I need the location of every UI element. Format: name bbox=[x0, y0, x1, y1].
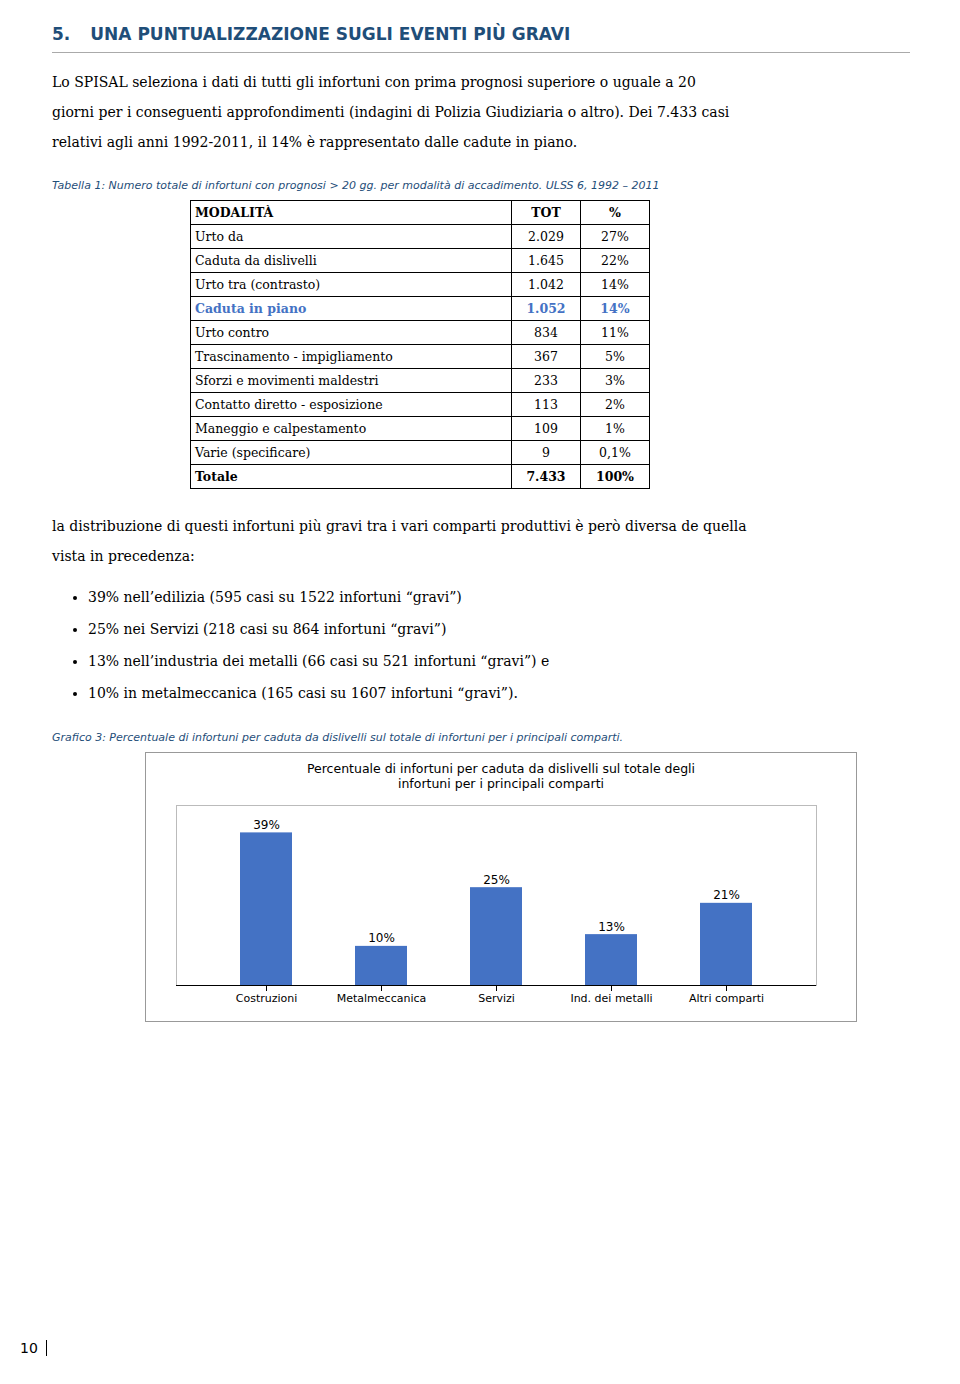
html-text:233: 233 bbox=[534, 373, 558, 388]
html-text:1%: 1% bbox=[605, 421, 625, 436]
html-text:1.052: 1.052 bbox=[526, 301, 566, 316]
html-text:1.042: 1.042 bbox=[528, 277, 564, 292]
html-text:5%: 5% bbox=[605, 349, 625, 364]
svg-text:Altri comparti: Altri comparti bbox=[689, 992, 764, 1005]
html-text:Lo SPISAL seleziona i dati di: Lo SPISAL seleziona i dati di tutti gli … bbox=[52, 74, 696, 90]
html-text:0,1%: 0,1% bbox=[599, 445, 631, 460]
html-text:Percentuale di infortuni per c: Percentuale di infortuni per caduta da d… bbox=[306, 761, 696, 791]
html-text:MODALITÀ: MODALITÀ bbox=[195, 205, 274, 220]
svg-text:39%: 39% bbox=[253, 818, 280, 832]
svg-text:Ind. dei metalli: Ind. dei metalli bbox=[570, 992, 652, 1005]
html-text:39% nell’edilizia (595 casi su: 39% nell’edilizia (595 casi su 1522 info… bbox=[88, 589, 462, 605]
html-text:27%: 27% bbox=[601, 229, 629, 244]
html-text:Maneggio e calpestamento: Maneggio e calpestamento bbox=[195, 421, 367, 436]
html-text:Contatto diretto - esposizione: Contatto diretto - esposizione bbox=[195, 397, 383, 412]
html-text:Sforzi e movimenti maldestri: Sforzi e movimenti maldestri bbox=[195, 373, 379, 388]
html-text:2%: 2% bbox=[605, 397, 625, 412]
html-text:relativi agli anni 1992-2011,: relativi agli anni 1992-2011, il 14% è r… bbox=[52, 134, 578, 150]
html-text:2.029: 2.029 bbox=[528, 229, 564, 244]
html-text:11%: 11% bbox=[601, 325, 629, 340]
html-text:9: 9 bbox=[542, 445, 550, 460]
html-text:367: 367 bbox=[534, 349, 558, 364]
html-text:Trascinamento - impigliamento: Trascinamento - impigliamento bbox=[195, 349, 393, 364]
svg-text:10%: 10% bbox=[368, 931, 395, 945]
html-text:100%: 100% bbox=[596, 469, 634, 484]
svg-text:Costruzioni: Costruzioni bbox=[236, 992, 298, 1005]
html-text:TOT: TOT bbox=[531, 205, 561, 220]
html-text:Urto da: Urto da bbox=[195, 229, 244, 244]
svg-text:25%: 25% bbox=[483, 873, 510, 887]
html-text:la distribuzione di questi inf: la distribuzione di questi infortuni più… bbox=[52, 518, 747, 534]
html-text:5.: 5. bbox=[52, 24, 71, 44]
svg-text:21%: 21% bbox=[713, 888, 740, 902]
html-text:834: 834 bbox=[534, 325, 558, 340]
html-text:7.433: 7.433 bbox=[526, 469, 566, 484]
html-text:109: 109 bbox=[534, 421, 558, 436]
html-text:giorni per i conseguenti appro: giorni per i conseguenti approfondimenti… bbox=[52, 104, 730, 120]
html-text:14%: 14% bbox=[601, 277, 629, 292]
html-text:10: 10 bbox=[20, 1340, 38, 1356]
html-text:14%: 14% bbox=[600, 301, 630, 316]
svg-text:13%: 13% bbox=[598, 920, 625, 934]
html-text:3%: 3% bbox=[605, 373, 625, 388]
html-text:Grafico 3: Percentuale di info: Grafico 3: Percentuale di infortuni per … bbox=[52, 731, 624, 744]
html-text:1.645: 1.645 bbox=[528, 253, 564, 268]
html-text:13% nell’industria dei metalli: 13% nell’industria dei metalli (66 casi … bbox=[88, 653, 550, 669]
html-text:Tabella 1: Numero totale di in: Tabella 1: Numero totale di infortuni co… bbox=[52, 179, 660, 192]
html-text:25% nei Servizi (218 casi su 8: 25% nei Servizi (218 casi su 864 infortu… bbox=[88, 621, 447, 637]
html-text:Urto contro: Urto contro bbox=[195, 325, 270, 340]
html-text:Caduta da dislivelli: Caduta da dislivelli bbox=[195, 253, 317, 268]
svg-text:Servizi: Servizi bbox=[478, 992, 515, 1005]
html-text:113: 113 bbox=[534, 397, 558, 412]
html-text:vista in precedenza:: vista in precedenza: bbox=[52, 548, 195, 564]
html-text:Caduta in piano: Caduta in piano bbox=[195, 301, 307, 316]
html-text:10% in metalmeccanica (165 cas: 10% in metalmeccanica (165 casi su 1607 … bbox=[88, 685, 518, 701]
html-text:Totale: Totale bbox=[195, 469, 238, 484]
html-text:Varie (specificare): Varie (specificare) bbox=[195, 445, 311, 460]
html-text:22%: 22% bbox=[601, 253, 629, 268]
svg-text:Metalmeccanica: Metalmeccanica bbox=[337, 992, 427, 1005]
html-text:UNA PUNTUALIZZAZIONE SUGLI EVE: UNA PUNTUALIZZAZIONE SUGLI EVENTI PIÙ GR… bbox=[90, 24, 571, 44]
html-text:Urto tra (contrasto): Urto tra (contrasto) bbox=[195, 277, 321, 292]
